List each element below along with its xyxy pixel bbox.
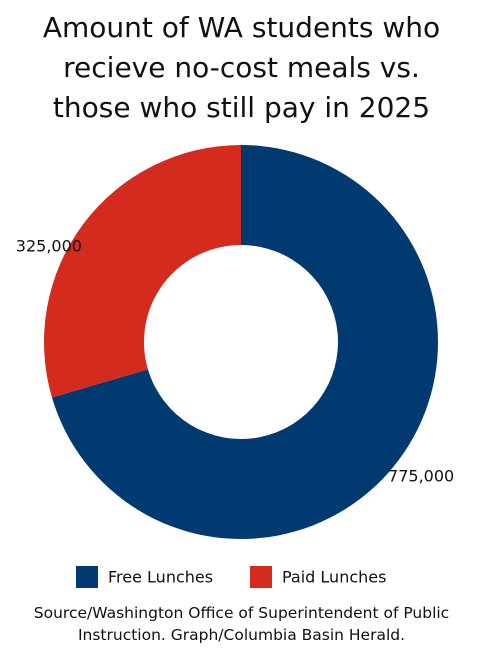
legend-swatch bbox=[76, 566, 98, 588]
data-label: 775,000 bbox=[388, 466, 454, 485]
legend-swatch bbox=[250, 566, 272, 588]
chart: 775,000 Free Lunches 325,000 Paid Lunches bbox=[16, 145, 454, 588]
legend-label: Free Lunches bbox=[108, 568, 213, 587]
source-note: Source/Washington Office of Superintende… bbox=[33, 604, 450, 644]
chart-title: Amount of WA students who recieve no-cos… bbox=[42, 11, 441, 124]
legend-label: Paid Lunches bbox=[282, 568, 386, 587]
donut-slice bbox=[44, 145, 241, 398]
donut-slice bbox=[51, 145, 438, 540]
data-label: 325,000 bbox=[16, 237, 82, 256]
